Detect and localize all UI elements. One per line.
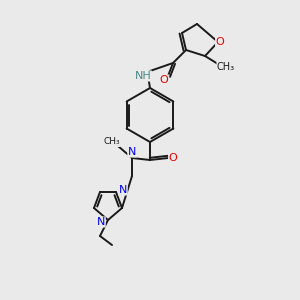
Text: O: O: [216, 37, 224, 47]
Text: CH₃: CH₃: [104, 137, 120, 146]
Text: O: O: [160, 75, 168, 85]
Text: N: N: [119, 185, 127, 195]
Text: N: N: [128, 147, 136, 157]
Text: CH₃: CH₃: [217, 62, 235, 72]
Text: O: O: [169, 153, 177, 163]
Text: NH: NH: [135, 71, 152, 81]
Text: N: N: [97, 217, 105, 227]
